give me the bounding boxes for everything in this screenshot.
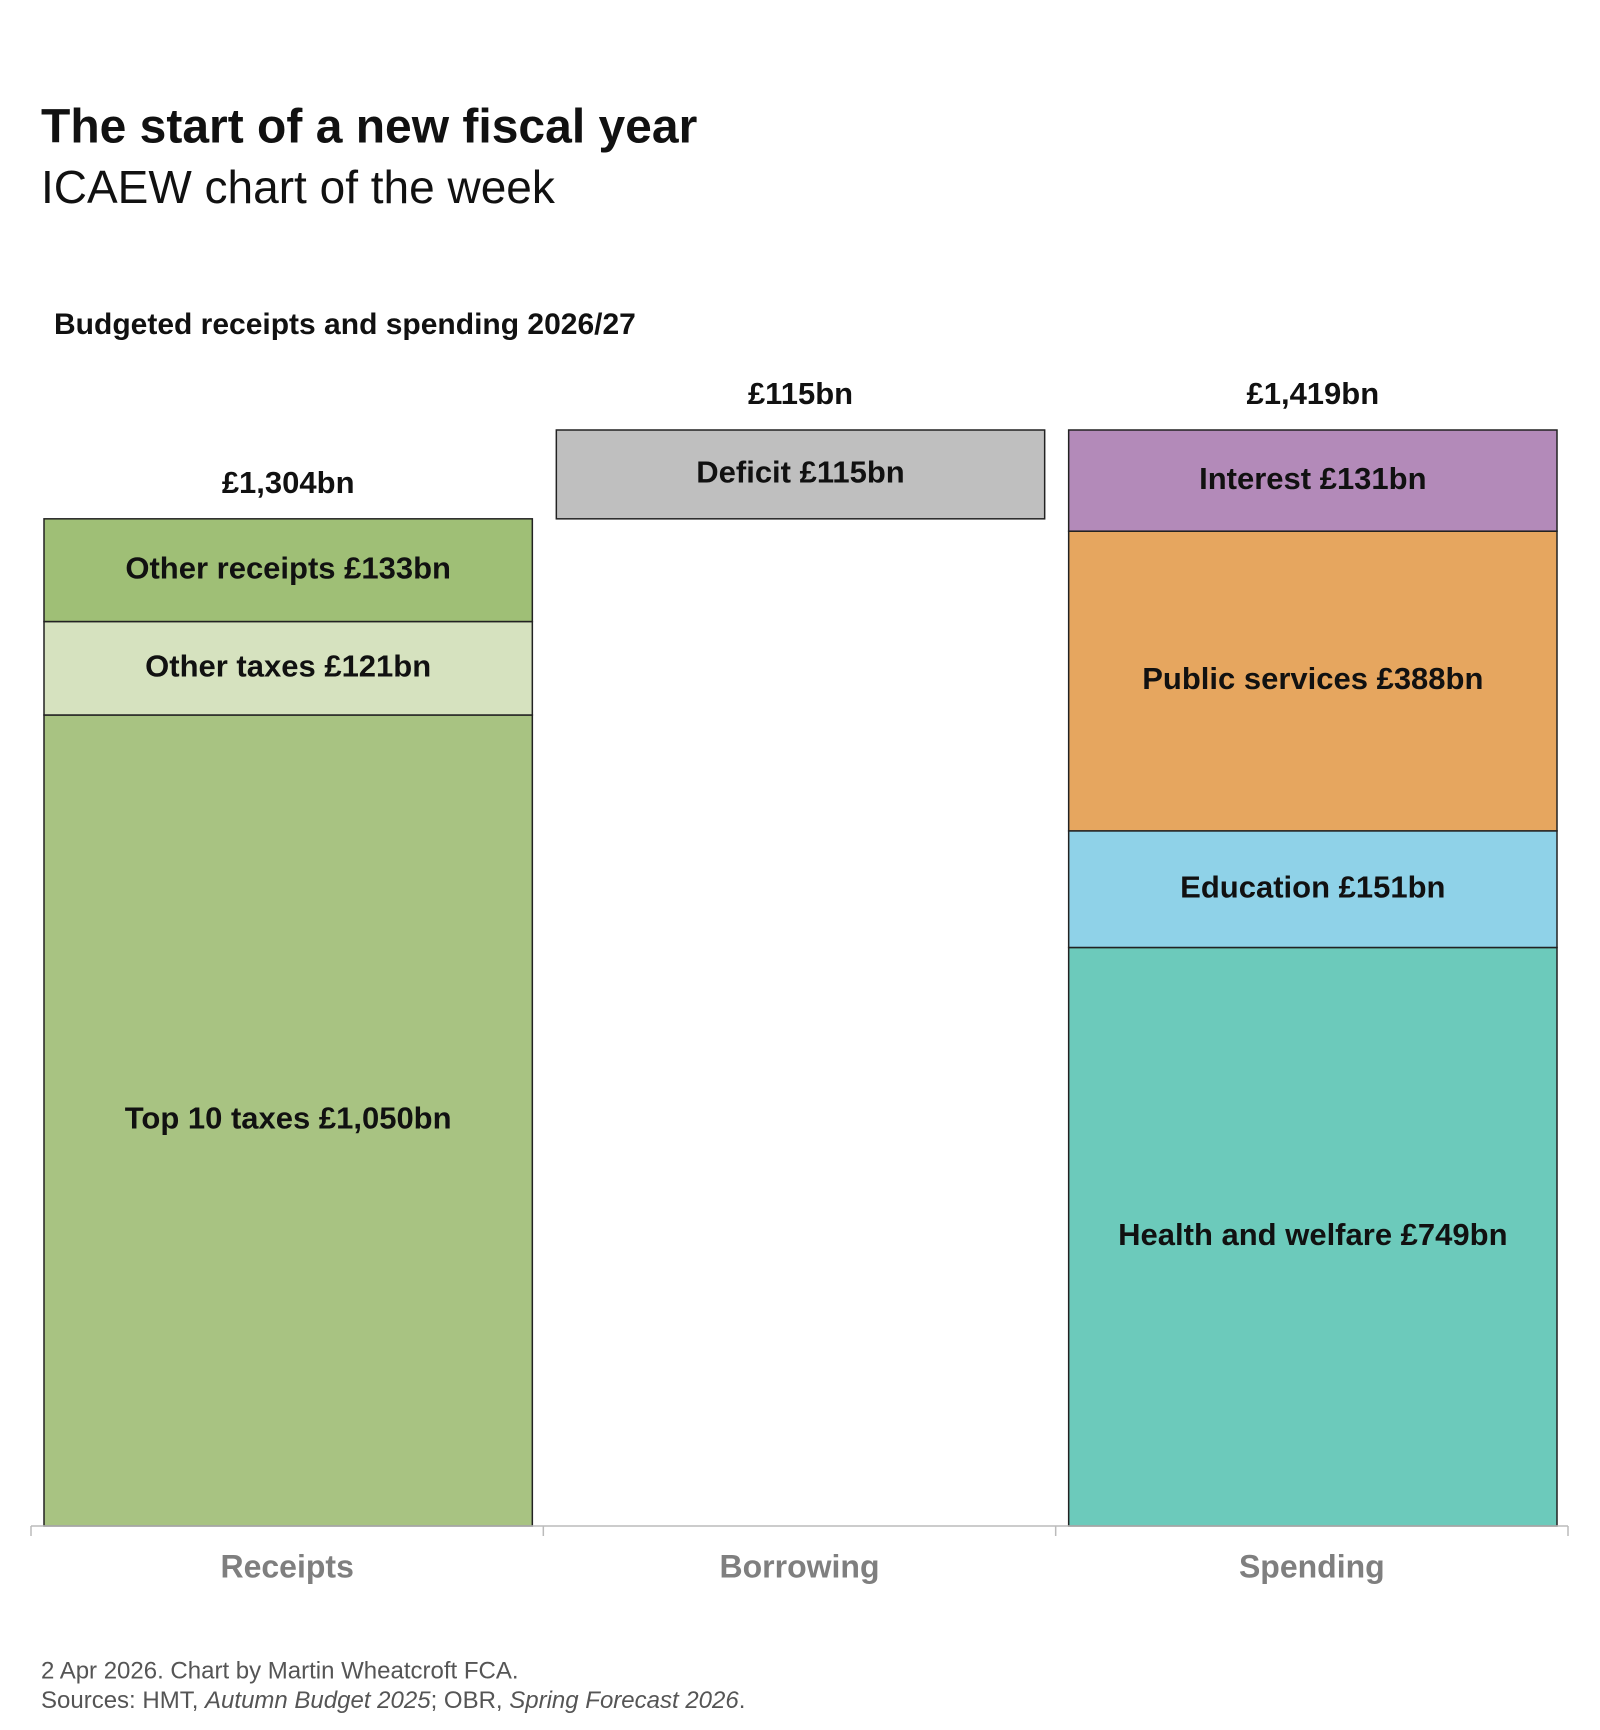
- segment-label: Public services £388bn: [1142, 661, 1483, 696]
- footer-sources: Sources: HMT, Autumn Budget 2025; OBR, S…: [41, 1687, 745, 1714]
- x-tick-label: Spending: [1239, 1548, 1385, 1584]
- page-title: The start of a new fiscal year: [41, 101, 697, 154]
- total-label: £1,419bn: [1246, 376, 1379, 411]
- x-tick-label: Receipts: [220, 1548, 353, 1584]
- segment-label: Other taxes £121bn: [145, 648, 431, 683]
- source-text: ; OBR,: [431, 1687, 510, 1714]
- total-label: £115bn: [748, 376, 853, 411]
- source-text: Sources: HMT,: [41, 1687, 205, 1714]
- bar-segment: [43, 620, 534, 716]
- source-text: .: [739, 1687, 746, 1714]
- source-text: Spring Forecast 2026: [509, 1687, 739, 1714]
- bar-segment: [1067, 530, 1558, 832]
- page-subtitle: ICAEW chart of the week: [41, 161, 556, 213]
- segment-label: Health and welfare £749bn: [1118, 1217, 1507, 1252]
- bar-segment: [555, 429, 1046, 520]
- segment-label: Deficit £115bn: [696, 455, 904, 490]
- footer-credit: 2 Apr 2026. Chart by Martin Wheatcroft F…: [41, 1657, 519, 1684]
- bar-segment: [43, 518, 534, 623]
- segment-label: Other receipts £133bn: [125, 550, 451, 585]
- segment-label: Education £151bn: [1180, 869, 1445, 904]
- segment-label: Top 10 taxes £1,050bn: [125, 1101, 452, 1136]
- chart-title: Budgeted receipts and spending 2026/27: [54, 308, 636, 341]
- bar-segment: [1067, 830, 1558, 949]
- total-label: £1,304bn: [222, 465, 355, 500]
- bar-segment: [43, 714, 534, 1527]
- bar-segment: [1067, 429, 1558, 532]
- bar-segment: [1067, 946, 1558, 1527]
- x-tick-label: Borrowing: [720, 1548, 880, 1584]
- source-text: Autumn Budget 2025: [203, 1687, 431, 1714]
- segment-label: Interest £131bn: [1199, 461, 1426, 496]
